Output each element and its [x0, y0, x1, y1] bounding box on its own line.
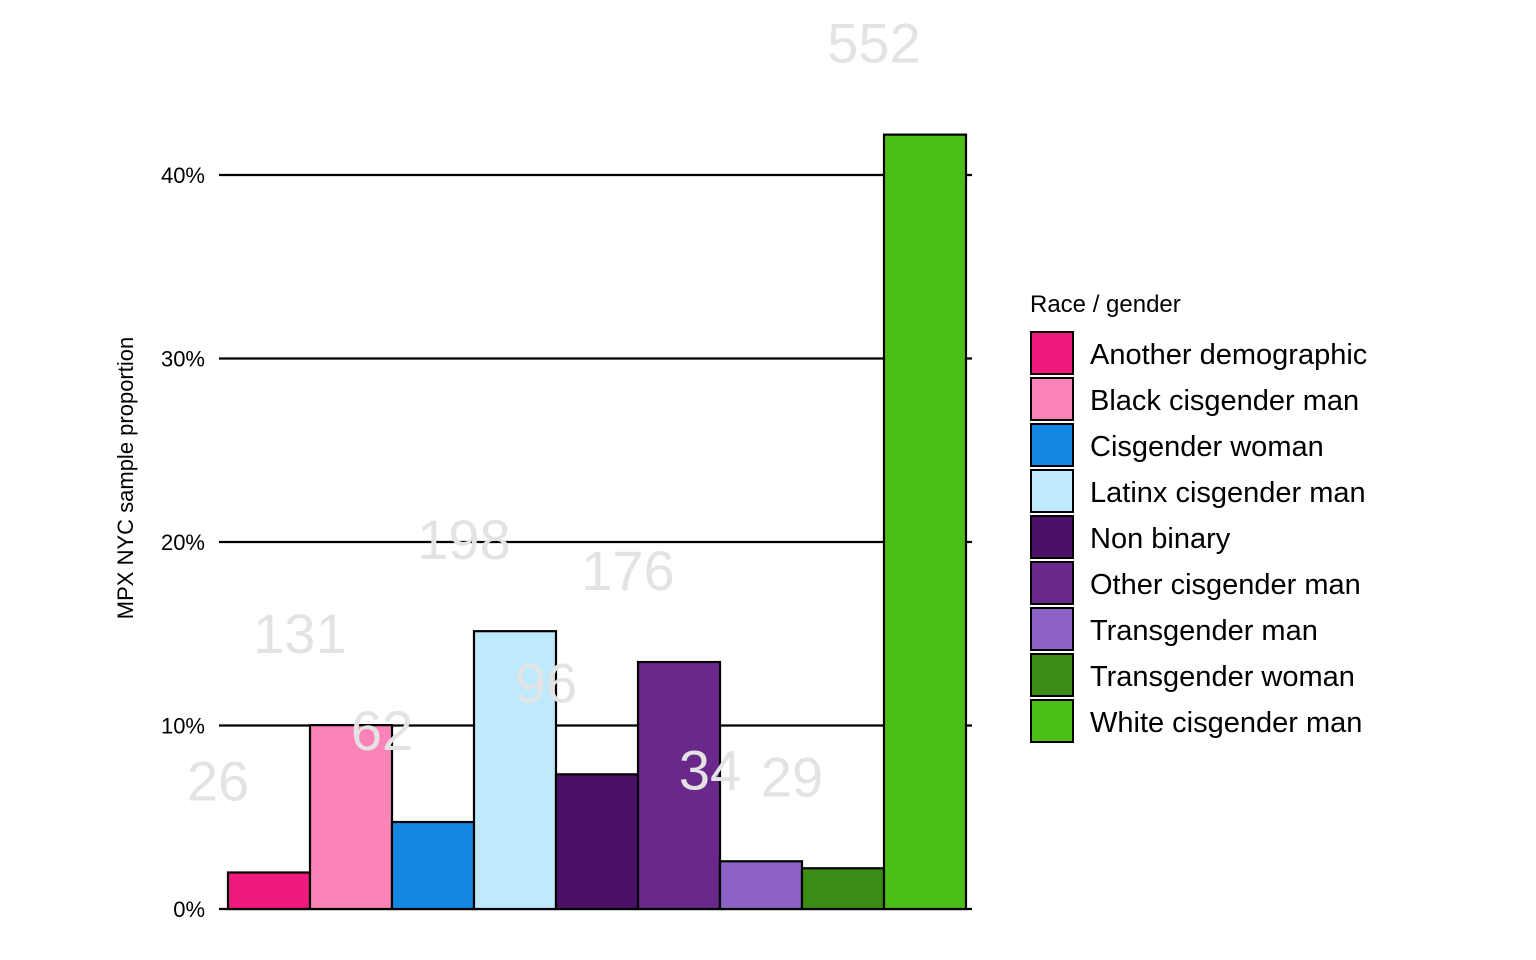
y-axis: 0% 10% 20% 30% 40%: [161, 163, 972, 922]
y-tick-label: 10%: [161, 714, 205, 739]
count-label: 198: [417, 508, 510, 571]
count-label: 29: [761, 745, 823, 808]
legend-swatch: [1030, 561, 1074, 605]
bar-cisgender-woman: [390, 820, 476, 911]
count-label: 62: [351, 699, 413, 762]
legend-label: Latinx cisgender man: [1090, 477, 1366, 509]
count-label: 34: [679, 738, 741, 801]
legend-label: White cisgender man: [1090, 707, 1362, 739]
legend-label: Transgender woman: [1090, 661, 1355, 693]
bar-black-cisgender-man: [308, 724, 394, 911]
legend-swatch: [1030, 377, 1074, 421]
legend-swatch: [1030, 653, 1074, 697]
legend-label: Non binary: [1090, 523, 1231, 555]
y-tick-label: 0%: [173, 897, 205, 922]
legend-label: Cisgender woman: [1090, 431, 1324, 463]
legend: Race / gender Another demographic Black c…: [1030, 291, 1367, 743]
legend-swatch: [1030, 699, 1074, 743]
bars: [226, 133, 968, 911]
count-label: 26: [187, 749, 249, 812]
legend-title: Race / gender: [1030, 291, 1181, 318]
count-label: 552: [827, 12, 920, 75]
count-label: 131: [253, 602, 346, 665]
bar-latinx-cisgender-man: [472, 630, 558, 911]
legend-swatch: [1030, 469, 1074, 513]
legend-swatch: [1030, 607, 1074, 651]
bar-white-cisgender-man: [882, 133, 968, 911]
legend-label: Another demographic: [1090, 339, 1367, 371]
bar-another-demographic: [226, 871, 312, 911]
bar-non-binary: [554, 773, 640, 911]
y-axis-title: MPX NYC sample proportion: [113, 337, 138, 619]
y-tick-label: 40%: [161, 163, 205, 188]
bar-transgender-woman: [800, 867, 886, 911]
legend-swatch: [1030, 423, 1074, 467]
bar-transgender-man: [718, 860, 804, 911]
y-tick-label: 20%: [161, 530, 205, 555]
legend-label: Transgender man: [1090, 615, 1318, 647]
bar-other-cisgender-man: [636, 660, 722, 911]
count-label: 96: [515, 651, 577, 714]
legend-label: Black cisgender man: [1090, 385, 1359, 417]
legend-swatch: [1030, 515, 1074, 559]
legend-label: Other cisgender man: [1090, 569, 1361, 601]
legend-swatch: [1030, 331, 1074, 375]
y-tick-label: 30%: [161, 347, 205, 372]
count-label: 176: [581, 539, 674, 602]
